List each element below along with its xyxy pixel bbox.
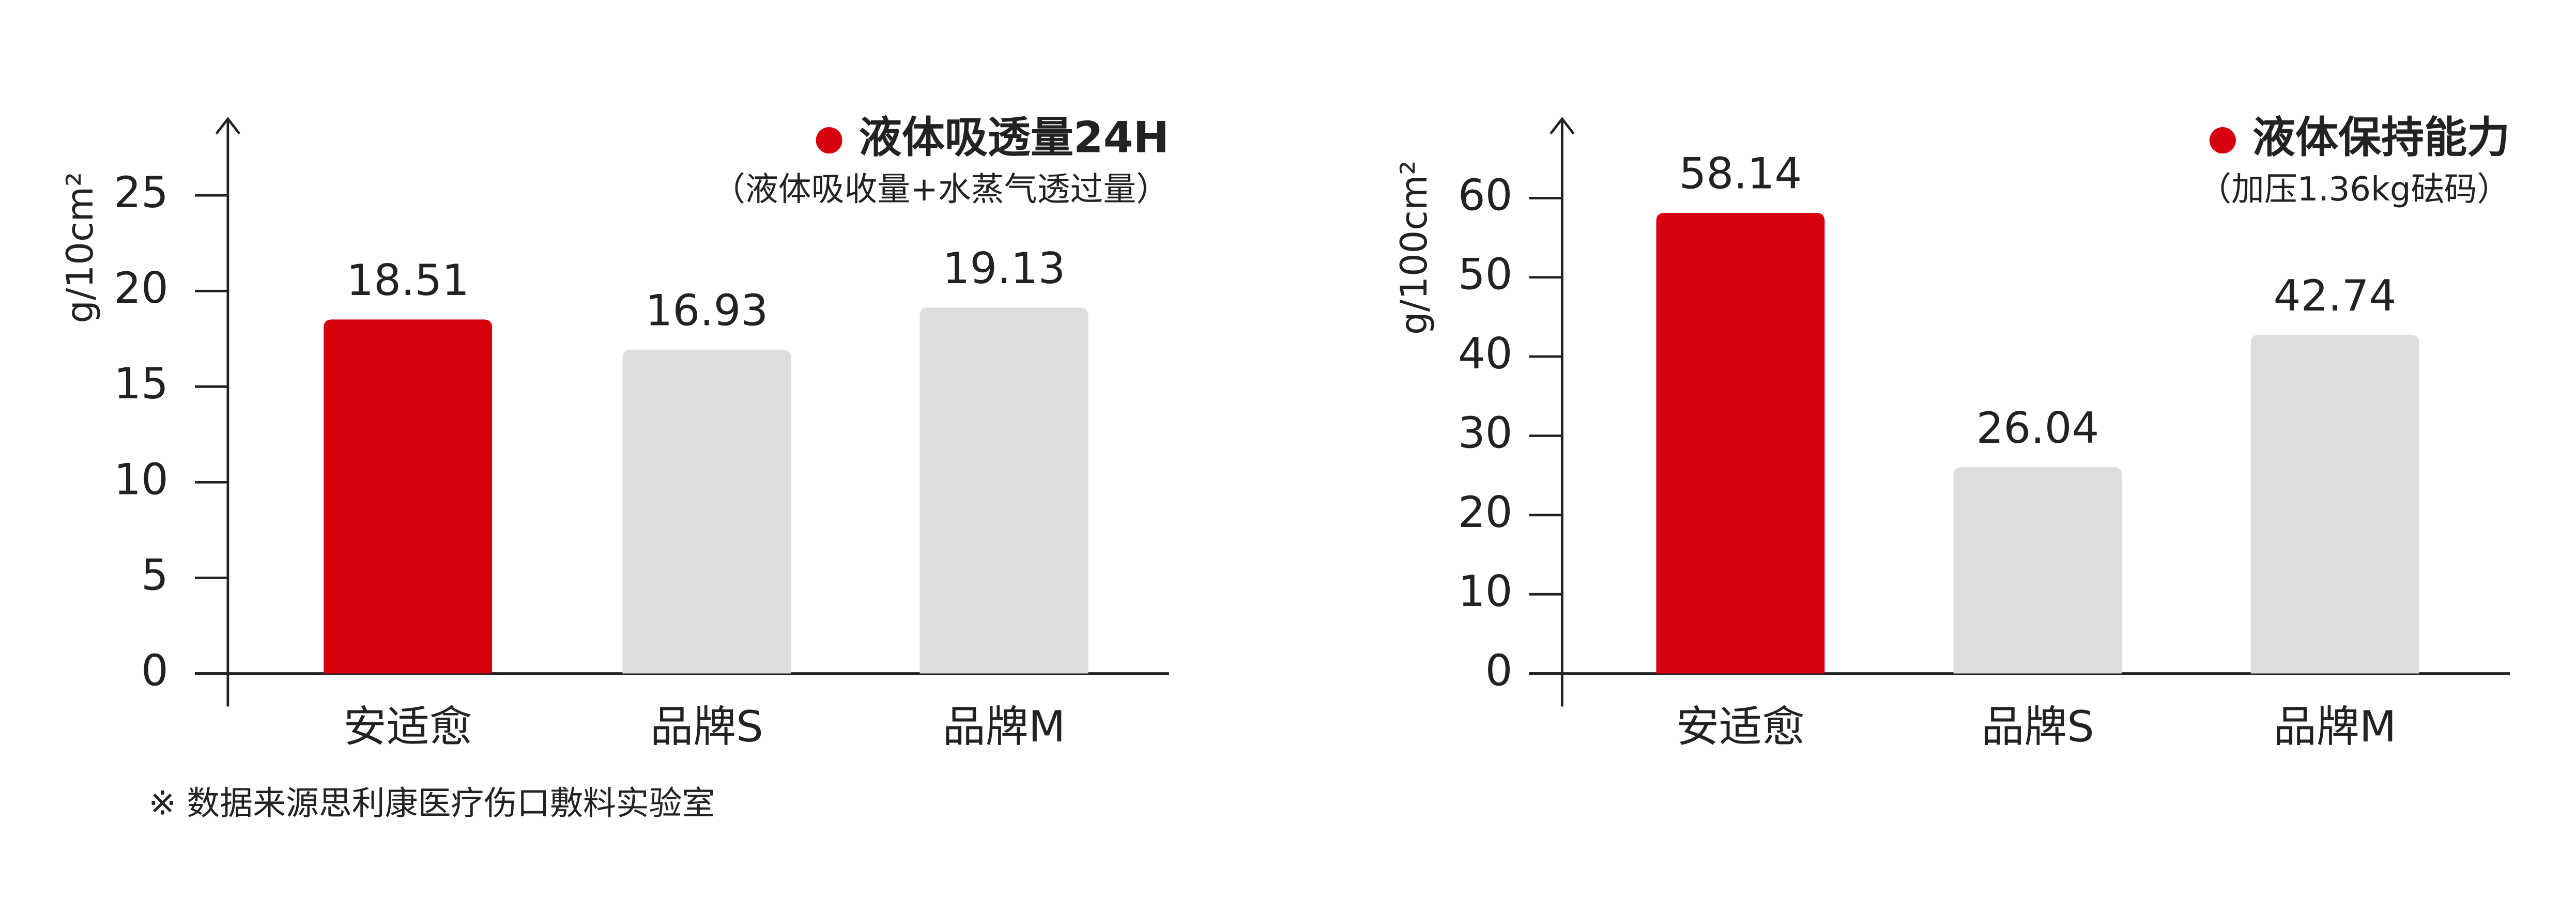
y-tick-label: 50: [1458, 250, 1513, 300]
y-tick-label: 0: [141, 645, 168, 695]
y-tick-label: 40: [1458, 329, 1513, 379]
bar: [324, 319, 493, 674]
value-label: 19.13: [943, 243, 1066, 293]
value-label: 42.74: [2274, 271, 2397, 321]
value-label: 18.51: [346, 255, 469, 305]
x-tick-label: 品牌M: [943, 702, 1066, 752]
y-tick-label: 15: [114, 359, 168, 409]
x-tick-label: 品牌S: [1981, 702, 2094, 752]
y-tick-label: 5: [141, 550, 168, 600]
axis-arrow: [1550, 117, 1575, 135]
y-tick-label: 10: [114, 454, 168, 504]
y-tick-label: 30: [1458, 408, 1513, 458]
bar: [2250, 335, 2419, 674]
footnote: ※ 数据来源思利康医疗伤口敷料实验室: [149, 785, 715, 823]
chart-subtitle: （液体吸收量+水蒸气透过量）: [712, 170, 1169, 209]
y-axis-label: g/100cm²: [1393, 160, 1435, 335]
chart-title: 液体吸透量24H: [859, 113, 1169, 163]
chart-title: 液体保持能力: [2252, 113, 2510, 163]
value-label: 26.04: [1976, 403, 2099, 453]
value-label: 58.14: [1679, 149, 1802, 199]
y-tick-label: 25: [114, 167, 168, 218]
y-tick-label: 0: [1485, 645, 1513, 695]
axis-arrow: [215, 117, 241, 135]
title-dot: [816, 127, 842, 154]
y-tick-label: 60: [1458, 170, 1513, 220]
x-tick-label: 品牌M: [2274, 702, 2397, 752]
y-tick-label: 10: [1458, 566, 1513, 616]
bar: [1656, 212, 1825, 674]
title-dot: [2209, 127, 2236, 154]
bar: [919, 307, 1088, 674]
bar: [1953, 467, 2122, 674]
x-tick-label: 安适愈: [1676, 702, 1805, 752]
y-axis-label: g/10cm²: [59, 172, 101, 323]
chart-subtitle: （加压1.36kg砝码）: [2198, 170, 2510, 209]
bar: [622, 349, 791, 674]
x-tick-label: 安适愈: [344, 702, 472, 752]
y-tick-label: 20: [1458, 487, 1513, 537]
x-tick-label: 品牌S: [650, 702, 763, 752]
y-tick-label: 20: [114, 263, 168, 313]
value-label: 16.93: [646, 286, 769, 336]
